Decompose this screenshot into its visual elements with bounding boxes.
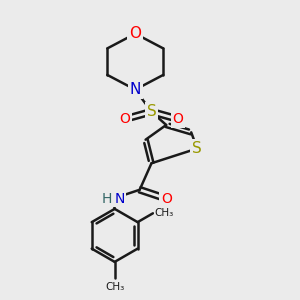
Text: O: O <box>129 26 141 41</box>
Text: CH₃: CH₃ <box>154 208 174 218</box>
Text: S: S <box>192 141 202 156</box>
Text: CH₃: CH₃ <box>105 282 124 292</box>
Text: N: N <box>130 82 141 97</box>
Text: O: O <box>161 192 172 206</box>
Text: O: O <box>172 112 183 126</box>
Text: N: N <box>115 192 125 206</box>
Text: O: O <box>119 112 130 126</box>
Text: H: H <box>101 192 112 206</box>
Text: S: S <box>147 104 156 119</box>
